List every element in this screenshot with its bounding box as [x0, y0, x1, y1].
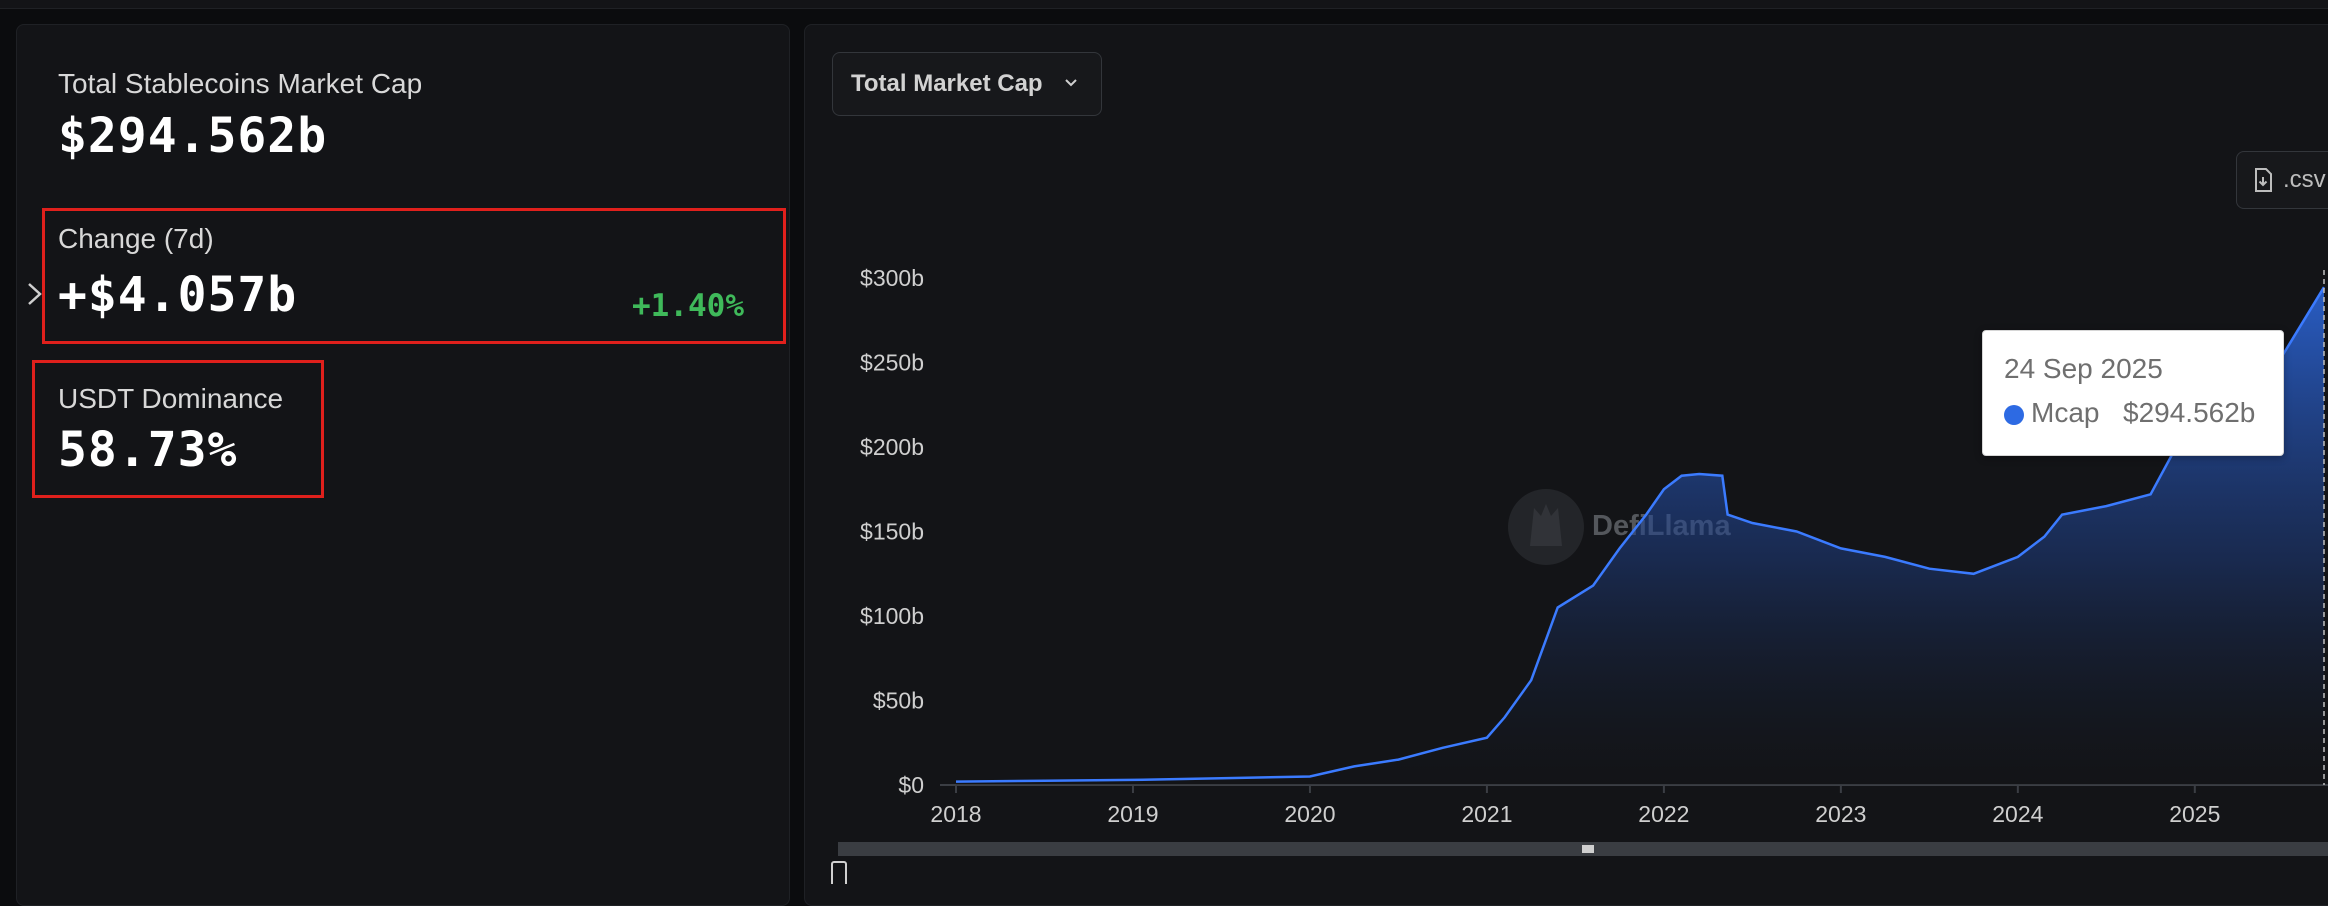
y-tick-label: $50b	[873, 688, 924, 714]
tooltip-date: 24 Sep 2025	[2004, 353, 2163, 384]
download-csv-label: .csv	[2283, 166, 2326, 193]
x-tick-label: 2018	[930, 801, 981, 827]
tooltip-series-name: Mcap	[2031, 397, 2100, 428]
stats-panel	[16, 24, 790, 906]
dominance-highlight-box	[32, 360, 324, 498]
top-bar	[0, 0, 2328, 9]
tooltip-value: $294.562b	[2123, 397, 2256, 428]
x-tick-label: 2019	[1107, 801, 1158, 827]
usdt-dominance-value: 58.73%	[58, 422, 238, 478]
x-tick-label: 2025	[2169, 801, 2220, 827]
chevron-down-icon	[1065, 79, 1077, 87]
zoom-slider-handle[interactable]	[831, 861, 847, 884]
metric-select-label: Total Market Cap	[851, 70, 1043, 97]
y-tick-label: $300b	[860, 265, 924, 291]
x-tick-label: 2020	[1284, 801, 1335, 827]
metric-select-dropdown[interactable]: Total Market Cap	[832, 52, 1102, 116]
change-7d-label: Change (7d)	[58, 223, 214, 254]
download-csv-button[interactable]: .csv	[2236, 151, 2328, 209]
x-axis: 2018 2019 2020 2021 2022 2023 2024 2025	[930, 785, 2220, 827]
x-tick-label: 2023	[1815, 801, 1866, 827]
y-tick-label: $100b	[860, 603, 924, 629]
x-tick-label: 2022	[1638, 801, 1689, 827]
total-mcap-value: $294.562b	[58, 108, 328, 164]
y-axis: $0 $50b $100b $150b $200b $250b $300b	[860, 265, 924, 798]
mcap-line	[955, 286, 2326, 783]
mcap-area	[956, 287, 2324, 785]
market-cap-chart[interactable]: $0 $50b $100b $150b $200b $250b $300b 2018 2019…	[0, 0, 2328, 884]
y-tick-label: $200b	[860, 434, 924, 460]
chevron-right-icon[interactable]	[24, 280, 46, 308]
change-highlight-box	[42, 208, 786, 344]
total-mcap-label: Total Stablecoins Market Cap	[58, 68, 423, 99]
y-tick-label: $150b	[860, 519, 924, 545]
x-tick-label: 2024	[1992, 801, 2043, 827]
x-tick-label: 2021	[1461, 801, 1512, 827]
series-color-dot	[2004, 405, 2024, 425]
change-7d-percent: +1.40%	[632, 288, 744, 324]
change-7d-value: +$4.057b	[58, 267, 298, 323]
zoom-slider-grip-icon[interactable]	[1582, 845, 1594, 853]
y-tick-label: $0	[898, 772, 924, 798]
defillama-logo-icon	[1508, 489, 1584, 565]
y-tick-label: $250b	[860, 350, 924, 376]
usdt-dominance-label: USDT Dominance	[58, 383, 284, 414]
file-download-icon	[2255, 168, 2272, 192]
chart-tooltip: 24 Sep 2025 Mcap $294.562b	[1982, 330, 2284, 456]
